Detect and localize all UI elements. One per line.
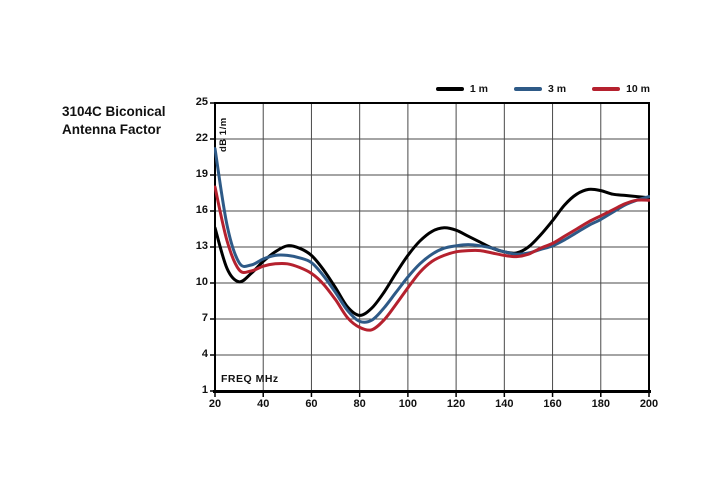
x-tick-label: 180 (591, 398, 610, 410)
x-tick-label: 60 (305, 398, 318, 410)
chart-title-line1: 3104C Biconical (62, 104, 166, 119)
legend: 1 m 3 m 10 m (435, 83, 650, 95)
legend-line-icon (592, 87, 621, 91)
chart-title-line2: Antenna Factor (62, 122, 162, 138)
y-tick-label: 22 (195, 132, 208, 144)
legend-item-10-m: 10 m (592, 83, 650, 95)
x-tick-label: 40 (257, 398, 270, 410)
x-axis-label: FREQ MHz (221, 373, 279, 385)
x-tick-label: 140 (495, 398, 514, 410)
curve-3-m (214, 147, 650, 324)
y-tick-label: 4 (201, 348, 208, 360)
y-tick-label: 10 (195, 276, 208, 288)
y-tick-label: 7 (201, 312, 208, 324)
x-tick-label: 200 (639, 398, 659, 410)
x-tick-label: 20 (208, 398, 222, 410)
x-tick-label: 160 (543, 398, 562, 410)
legend-line-icon (513, 87, 542, 91)
y-tick-label: 13 (195, 240, 208, 252)
legend-label: 10 m (626, 83, 650, 95)
legend-line-icon (435, 87, 464, 91)
y-tick-label: 25 (195, 96, 208, 108)
x-tick-label: 80 (353, 398, 366, 410)
x-tick-label: 100 (398, 398, 418, 410)
chart-title: 3104C Biconical Antenna Factor (62, 103, 166, 139)
y-tick-label: 19 (195, 168, 208, 180)
legend-label: 3 m (547, 83, 567, 95)
legend-label: 1 m (469, 83, 488, 95)
y-tick-label: 16 (195, 204, 208, 216)
curve-1-m (214, 187, 650, 317)
y-tick-label: 1 (201, 384, 208, 396)
legend-item-3-m: 3 m (513, 83, 567, 95)
x-tick-label: 120 (446, 398, 466, 410)
legend-item-1-m: 1 m (435, 83, 488, 95)
y-axis-label: dB 1/m (218, 117, 229, 152)
curve-10-m (214, 185, 650, 332)
